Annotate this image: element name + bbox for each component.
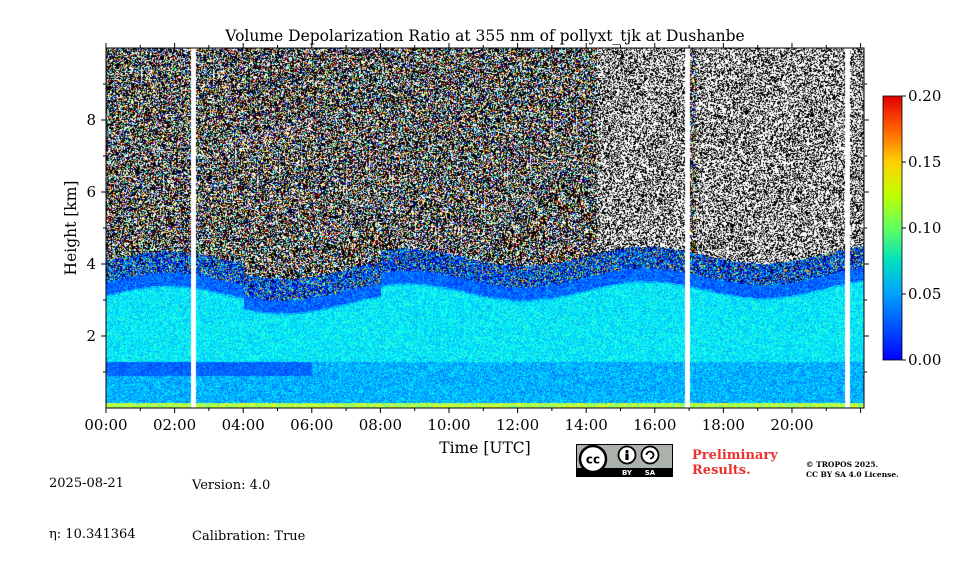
footer-version-block: Version: 4.0 Calibration: True bbox=[192, 443, 305, 562]
share-alike-icon bbox=[640, 445, 660, 465]
x-tick-label: 10:00 bbox=[427, 416, 470, 434]
colorbar-ticks: 0.00 0.05 0.10 0.15 0.20 bbox=[902, 87, 941, 369]
x-tick-label: 18:00 bbox=[702, 416, 745, 434]
y-axis-label: Height [km] bbox=[62, 181, 80, 276]
cc-icon bbox=[578, 444, 608, 474]
x-tick-label: 08:00 bbox=[359, 416, 402, 434]
footer-calibration: Calibration: True bbox=[192, 529, 306, 544]
x-tick-label: 06:00 bbox=[290, 416, 333, 434]
y-tick-label: 2 bbox=[86, 327, 96, 345]
footer-date: 2025-08-21 bbox=[49, 476, 124, 491]
chart-title: Volume Depolarization Ratio at 355 nm of… bbox=[224, 27, 744, 45]
figure: Volume Depolarization Ratio at 355 nm of… bbox=[62, 27, 941, 457]
y-axis: 2 4 6 8 bbox=[86, 83, 869, 373]
copyright-block: © TROPOS 2025. CC BY SA 4.0 License. bbox=[806, 460, 899, 480]
x-tick-label: 16:00 bbox=[633, 416, 676, 434]
colorbar-tick-label: 0.00 bbox=[908, 351, 941, 369]
cc-icon-text: cc bbox=[586, 453, 600, 467]
colorbar bbox=[882, 95, 903, 361]
footer-eta: η: 10.341364 bbox=[49, 527, 136, 542]
x-tick-label: 12:00 bbox=[496, 416, 539, 434]
x-tick-label: 14:00 bbox=[565, 416, 608, 434]
cc-license-badge: cc BY SA bbox=[576, 444, 673, 477]
x-tick-label: 20:00 bbox=[770, 416, 813, 434]
y-tick-label: 6 bbox=[86, 183, 96, 201]
x-tick-label: 00:00 bbox=[84, 416, 127, 434]
x-axis-label: Time [UTC] bbox=[439, 439, 530, 457]
heatmap-canvas bbox=[106, 48, 864, 408]
y-tick-label: 4 bbox=[86, 255, 96, 273]
x-axis: 00:00 02:00 04:00 06:00 08:00 10:00 12:00 14:00… bbox=[84, 43, 862, 434]
x-tick-label: 02:00 bbox=[153, 416, 196, 434]
colorbar-tick-label: 0.05 bbox=[908, 285, 941, 303]
preliminary-note: Preliminary Results. bbox=[692, 448, 778, 478]
x-tick-label: 04:00 bbox=[222, 416, 265, 434]
colorbar-tick-label: 0.10 bbox=[908, 219, 941, 237]
colorbar-tick-label: 0.15 bbox=[908, 153, 941, 171]
copyright-text: © TROPOS 2025. bbox=[806, 460, 879, 469]
badge-by-text: BY bbox=[622, 469, 633, 477]
badge-sa-text: SA bbox=[645, 469, 656, 477]
preliminary-line-2: Results. bbox=[692, 463, 751, 478]
footer-date-block: 2025-08-21 η: 10.341364 bbox=[49, 441, 136, 560]
heatmap-area bbox=[106, 48, 864, 408]
y-tick-label: 8 bbox=[86, 111, 96, 129]
preliminary-line-1: Preliminary bbox=[692, 448, 778, 463]
colorbar-tick-label: 0.20 bbox=[908, 87, 941, 105]
license-text: CC BY SA 4.0 License. bbox=[806, 470, 899, 479]
